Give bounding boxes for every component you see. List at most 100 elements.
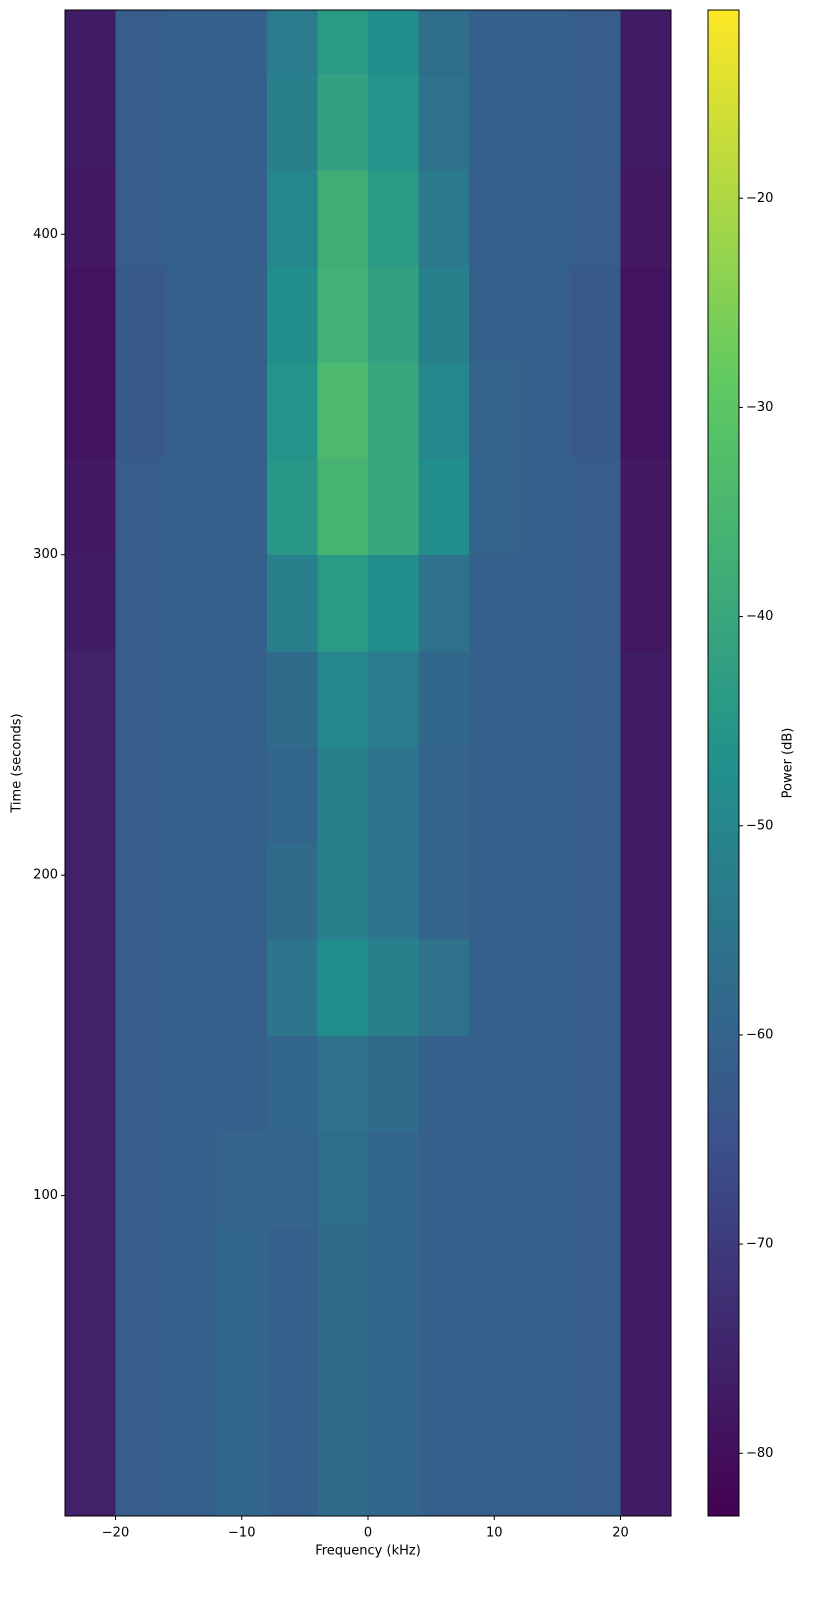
- heatmap-cell: [115, 10, 167, 75]
- heatmap-cell: [267, 746, 318, 844]
- heatmap-cell: [519, 1227, 571, 1325]
- heatmap-cell: [317, 554, 369, 652]
- heatmap-cell: [317, 1419, 369, 1517]
- heatmap-cell: [115, 1035, 167, 1132]
- heatmap-cell: [267, 939, 318, 1036]
- heatmap-cell: [620, 939, 672, 1036]
- heatmap-cell: [519, 1131, 571, 1229]
- heatmap-cell: [519, 74, 571, 171]
- heatmap-cell: [317, 10, 369, 75]
- heatmap-cell: [166, 843, 217, 940]
- heatmap-cell: [620, 1131, 672, 1229]
- heatmap-cell: [267, 1323, 318, 1421]
- heatmap-cell: [519, 843, 571, 940]
- heatmap-cell: [519, 746, 571, 844]
- heatmap-cell: [166, 362, 217, 460]
- heatmap-cell: [519, 266, 571, 363]
- heatmap-cell: [115, 1323, 167, 1421]
- y-tick-label: 100: [33, 1188, 58, 1203]
- heatmap-cell: [317, 1227, 369, 1325]
- heatmap-cell: [469, 843, 520, 940]
- heatmap-cell: [570, 650, 621, 748]
- heatmap-cell: [620, 1419, 672, 1517]
- heatmap-cell: [469, 1035, 520, 1132]
- heatmap-cell: [166, 746, 217, 844]
- heatmap-cell: [65, 458, 116, 556]
- heatmap-cell: [216, 362, 268, 460]
- heatmap-cell: [620, 746, 672, 844]
- heatmap-cell: [418, 266, 470, 363]
- heatmap-cell: [166, 1419, 217, 1517]
- heatmap-cell: [267, 458, 318, 556]
- heatmap-cell: [216, 266, 268, 363]
- heatmap-cell: [469, 458, 520, 556]
- heatmap-cell: [166, 1227, 217, 1325]
- heatmap-cell: [620, 266, 672, 363]
- heatmap-cell: [570, 1035, 621, 1132]
- heatmap-cell: [115, 650, 167, 748]
- heatmap-cell: [166, 1323, 217, 1421]
- heatmap-cell: [115, 1131, 167, 1229]
- heatmap-cell: [368, 1227, 419, 1325]
- heatmap-cell: [368, 1131, 419, 1229]
- heatmap-cell: [570, 1227, 621, 1325]
- heatmap-cell: [519, 362, 571, 460]
- heatmap-cell: [216, 746, 268, 844]
- heatmap-cell: [267, 1419, 318, 1517]
- heatmap-cell: [216, 1419, 268, 1517]
- heatmap-cell: [368, 1419, 419, 1517]
- heatmap-cell: [317, 266, 369, 363]
- heatmap-cell: [267, 10, 318, 75]
- heatmap-cell: [418, 843, 470, 940]
- heatmap-cell: [519, 458, 571, 556]
- x-tick-label: −10: [228, 1526, 255, 1541]
- heatmap-cell: [418, 746, 470, 844]
- heatmap-cell: [469, 74, 520, 171]
- heatmap-cell: [216, 843, 268, 940]
- heatmap-cell: [166, 74, 217, 171]
- heatmap-cell: [166, 554, 217, 652]
- heatmap-cell: [166, 650, 217, 748]
- heatmap-cell: [65, 362, 116, 460]
- heatmap-cell: [267, 1131, 318, 1229]
- heatmap-cell: [570, 554, 621, 652]
- heatmap-cell: [65, 1131, 116, 1229]
- heatmap-cell: [418, 650, 470, 748]
- heatmap-cell: [317, 1131, 369, 1229]
- heatmap-cell: [418, 554, 470, 652]
- heatmap-cell: [216, 1227, 268, 1325]
- heatmap-cell: [267, 362, 318, 460]
- heatmap-cell: [317, 458, 369, 556]
- heatmap-cell: [570, 458, 621, 556]
- heatmap-cell: [418, 170, 470, 267]
- heatmap-cell: [620, 458, 672, 556]
- heatmap-cell: [166, 170, 217, 267]
- heatmap-cell: [115, 458, 167, 556]
- heatmap-cell: [65, 1035, 116, 1132]
- heatmap-cell: [620, 843, 672, 940]
- heatmap-cell: [216, 650, 268, 748]
- heatmap-cell: [368, 554, 419, 652]
- heatmap-cell: [469, 939, 520, 1036]
- heatmap-cell: [216, 1323, 268, 1421]
- heatmap-cell: [317, 74, 369, 171]
- x-tick-label: 0: [364, 1526, 372, 1541]
- heatmap-cell: [570, 266, 621, 363]
- heatmap-cell: [519, 554, 571, 652]
- y-tick-label: 300: [33, 547, 58, 562]
- heatmap-cell: [469, 1419, 520, 1517]
- colorbar-tick-label: −30: [746, 400, 773, 415]
- heatmap-cell: [65, 266, 116, 363]
- heatmap-cell: [620, 1323, 672, 1421]
- heatmap-cell: [267, 1227, 318, 1325]
- heatmap-cell: [216, 458, 268, 556]
- y-tick-label: 400: [33, 227, 58, 242]
- heatmap-cell: [65, 1323, 116, 1421]
- heatmap-cell: [166, 1131, 217, 1229]
- heatmap-cell: [317, 170, 369, 267]
- heatmap-cell: [368, 170, 419, 267]
- heatmap-cell: [469, 554, 520, 652]
- heatmap-cell: [418, 458, 470, 556]
- y-axis-label: Time (seconds): [10, 713, 25, 813]
- heatmap-cell: [267, 650, 318, 748]
